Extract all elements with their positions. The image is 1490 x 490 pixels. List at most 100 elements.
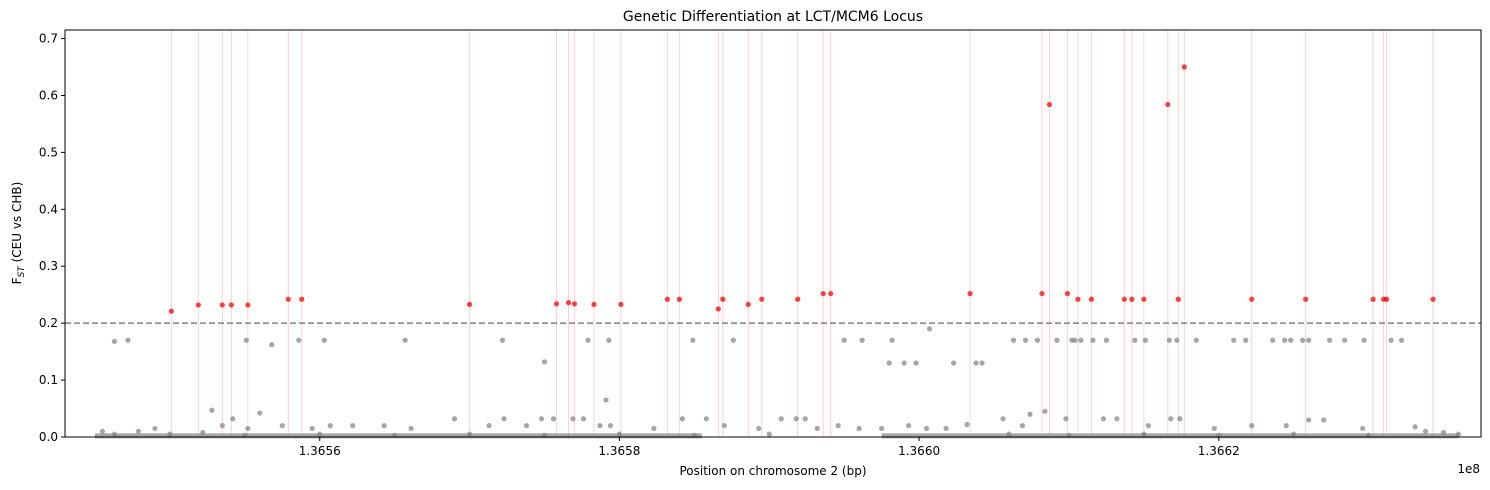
data-point: [597, 423, 603, 429]
y-tick-label: 0.6: [39, 88, 58, 102]
axes: 1.3656 1.3658 1.3660 1.3662 0.0 0.1 0.2 0.3 0.4 0…: [39, 32, 1240, 458]
data-point: [606, 337, 612, 343]
data-point: [1042, 408, 1048, 414]
data-point: [1019, 423, 1026, 429]
data-point: [973, 360, 979, 366]
significant-point: [759, 296, 765, 302]
data-point: [1142, 337, 1148, 343]
data-point: [1388, 337, 1394, 343]
data-point: [926, 326, 933, 332]
data-point: [943, 425, 949, 432]
data-point: [913, 360, 919, 366]
data-point: [269, 342, 275, 348]
significant-point: [618, 301, 624, 307]
plot-frame: [64, 29, 1482, 438]
data-point: [451, 416, 458, 422]
chart-title: Genetic Differentiation at LCT/MCM6 Locu…: [623, 9, 923, 25]
data-point: [541, 359, 548, 365]
data-point: [1168, 416, 1174, 422]
significant-point: [1039, 290, 1045, 297]
data-point: [1321, 417, 1327, 423]
data-point: [230, 416, 236, 422]
significant-point: [967, 290, 973, 297]
significant-point: [828, 290, 834, 297]
data-point: [901, 360, 907, 366]
data-point: [381, 423, 387, 429]
significant-point: [715, 306, 721, 312]
data-point: [1063, 416, 1069, 422]
y-tick-label: 0.2: [39, 316, 58, 330]
data-point: [616, 431, 623, 437]
data-point: [1022, 337, 1029, 343]
data-point: [257, 410, 263, 416]
y-tick-label: 0.0: [39, 430, 58, 444]
data-point: [1141, 431, 1147, 437]
significant-point: [720, 296, 726, 302]
significant-point: [676, 296, 682, 302]
data-point: [690, 337, 696, 343]
data-point: [1306, 337, 1312, 343]
data-point: [1078, 337, 1084, 343]
significant-point: [1121, 296, 1127, 302]
data-point: [889, 337, 895, 343]
significant-point: [795, 296, 801, 302]
data-point: [1027, 411, 1033, 417]
data-point: [245, 425, 251, 432]
data-point: [766, 431, 772, 437]
data-point: [279, 423, 285, 429]
significant-point: [1064, 290, 1071, 297]
plot-area: [65, 30, 1481, 439]
data-point: [486, 423, 492, 429]
data-point: [607, 423, 614, 429]
data-point: [859, 337, 865, 343]
data-point: [802, 416, 808, 422]
data-point: [1291, 431, 1297, 437]
data-point: [501, 416, 507, 422]
data-point: [167, 431, 173, 437]
data-point: [135, 428, 142, 434]
x-tick-label: 1.3662: [1198, 444, 1240, 458]
significant-point: [1165, 101, 1171, 108]
data-point: [466, 431, 473, 437]
significant-point: [1303, 296, 1309, 302]
data-point: [111, 338, 118, 344]
significant-point: [168, 308, 174, 314]
data-point: [1132, 337, 1138, 343]
data-point: [793, 416, 799, 422]
x-tick-label: 1.3660: [898, 444, 940, 458]
data-point: [321, 337, 327, 343]
data-point: [1327, 337, 1333, 343]
data-point: [1090, 337, 1096, 343]
data-point: [906, 423, 912, 429]
data-point: [99, 428, 106, 434]
data-point: [1360, 425, 1366, 432]
data-point: [309, 425, 315, 432]
significant-point: [299, 296, 305, 302]
data-point: [550, 416, 557, 422]
y-tick-label: 0.7: [39, 32, 58, 46]
data-point: [1440, 429, 1447, 436]
x-tick-label: 1.3656: [299, 444, 341, 458]
data-point: [1288, 337, 1294, 343]
significant-point: [1046, 101, 1053, 108]
data-point: [923, 425, 930, 432]
data-point: [1006, 431, 1012, 437]
data-point: [219, 423, 225, 429]
significant-point: [195, 302, 201, 308]
data-point: [721, 423, 727, 429]
data-point: [1361, 337, 1367, 343]
data-point: [538, 416, 545, 422]
data-point: [1145, 423, 1151, 429]
data-point: [679, 416, 685, 422]
data-point: [1211, 425, 1217, 432]
significant-point: [219, 302, 225, 308]
data-point: [402, 337, 408, 343]
data-point: [296, 337, 302, 343]
significant-point: [571, 301, 578, 307]
data-point: [1010, 337, 1017, 343]
data-point: [1114, 416, 1120, 422]
data-point: [1282, 337, 1288, 343]
data-point: [1455, 431, 1462, 437]
data-point: [1072, 337, 1078, 343]
